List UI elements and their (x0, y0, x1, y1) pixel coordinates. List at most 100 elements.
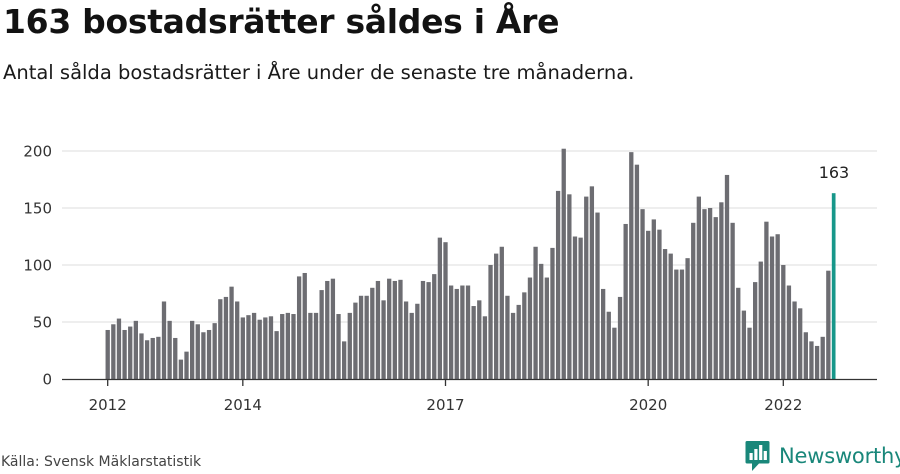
bar (235, 301, 240, 379)
bar (600, 288, 606, 379)
bar (651, 219, 656, 379)
bar (296, 276, 302, 379)
bar (111, 324, 116, 379)
bar (443, 242, 448, 379)
source-note: Källa: Svensk Mäklarstatistik (1, 454, 202, 470)
bar (336, 314, 341, 379)
bar (505, 295, 510, 379)
bar (263, 317, 268, 379)
bar (820, 336, 825, 379)
bar (173, 337, 178, 379)
bar (674, 269, 679, 379)
bar (128, 326, 133, 379)
bar (589, 186, 595, 379)
bar (798, 308, 803, 379)
brand-logo-link[interactable]: Newsworthy (745, 440, 900, 472)
bar (330, 278, 336, 379)
bar (308, 312, 313, 379)
bar (713, 217, 718, 379)
bar (144, 340, 150, 379)
bar (539, 263, 544, 379)
x-tick-label: 2017 (426, 396, 464, 414)
x-axis-labels: 2012 2014 2017 2020 2022 (89, 396, 803, 414)
bar (364, 295, 369, 379)
bar (516, 304, 521, 379)
bar (139, 333, 144, 379)
bar (753, 282, 758, 379)
bar (426, 282, 431, 379)
bar (460, 285, 465, 379)
bar (657, 229, 662, 379)
bar (803, 332, 808, 379)
y-tick-label: 200 (23, 143, 52, 161)
bar (381, 300, 386, 379)
bar (499, 246, 504, 379)
bar (696, 196, 701, 379)
bar (420, 280, 426, 379)
bar (454, 288, 459, 379)
bar (691, 222, 696, 379)
bar (342, 341, 347, 379)
bar (668, 253, 673, 379)
bar (640, 209, 645, 379)
bar (623, 223, 628, 379)
bar (280, 314, 285, 379)
bar (246, 315, 251, 379)
bar (685, 258, 690, 379)
bar (792, 301, 797, 379)
bar (758, 261, 763, 379)
bar (285, 312, 291, 379)
bar (736, 287, 741, 379)
x-tick-label: 2022 (764, 396, 802, 414)
bar (527, 277, 533, 379)
bar (302, 272, 307, 379)
bar (662, 249, 668, 379)
bar (190, 320, 195, 379)
x-tick-label: 2014 (224, 396, 262, 414)
bar (471, 306, 476, 379)
bar (161, 301, 167, 379)
x-axis-ticks (107, 379, 784, 386)
bar (781, 265, 786, 379)
bar (319, 290, 324, 379)
bar (375, 280, 381, 379)
bar (201, 332, 206, 379)
chart-subtitle: Antal sålda bostadsrätter i Åre under de… (3, 61, 635, 84)
bar (612, 327, 617, 379)
bar (724, 174, 730, 379)
bar (167, 320, 172, 379)
brand-name: Newsworthy (779, 444, 900, 468)
bar (184, 351, 189, 379)
y-tick-label: 100 (23, 257, 52, 275)
bar (584, 196, 589, 379)
bar (409, 312, 414, 379)
bar (741, 310, 747, 379)
bar (370, 287, 375, 379)
bar (510, 312, 516, 379)
bar (606, 311, 611, 379)
bar (398, 279, 403, 379)
bar (646, 230, 651, 379)
bar (533, 246, 538, 379)
bar (432, 274, 437, 379)
bar (488, 265, 493, 379)
bar (494, 253, 499, 379)
bar (403, 301, 409, 379)
bar (206, 329, 212, 379)
bar (826, 270, 831, 379)
bar (747, 327, 752, 379)
bar (257, 319, 262, 379)
bar (561, 148, 566, 379)
y-tick-label: 0 (42, 371, 52, 389)
bar (229, 286, 234, 379)
bar (240, 317, 245, 379)
bar (567, 194, 572, 379)
bar (702, 209, 707, 379)
bar (719, 202, 724, 379)
x-tick-label: 2012 (89, 396, 127, 414)
y-tick-label: 50 (33, 314, 52, 332)
bar (122, 329, 127, 379)
bar (572, 236, 578, 379)
bar (764, 221, 769, 379)
bar (679, 269, 685, 379)
